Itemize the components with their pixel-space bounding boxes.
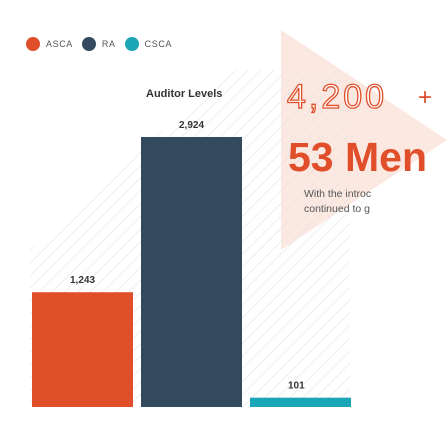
bars-layer xyxy=(32,137,351,407)
plus-sign: + xyxy=(418,84,433,111)
value-label-csca: 101 xyxy=(288,381,305,392)
legend: ASCA RA CSCA xyxy=(26,37,181,51)
value-label-asca: 1,243 xyxy=(70,275,95,286)
value-label-ra: 2,924 xyxy=(179,120,204,131)
members-number: 53 xyxy=(288,134,334,180)
chart-title: Auditor Levels xyxy=(146,88,223,100)
bar-asca xyxy=(32,292,133,407)
intro-line-2: continued to g xyxy=(304,203,370,215)
members-heading: 53 Men xyxy=(288,134,427,181)
bar-ra xyxy=(141,137,242,407)
members-word: Men xyxy=(345,134,428,180)
intro-text: With the introc continued to g xyxy=(304,187,447,217)
bar-csca xyxy=(250,397,351,407)
auditor-count: 4,200 xyxy=(286,77,388,116)
legend-item-ra[interactable]: RA xyxy=(81,37,116,51)
legend-label: ASCA xyxy=(46,39,73,49)
value-labels-layer: 1,243 2,924 101 xyxy=(70,120,305,392)
legend-item-csca[interactable]: CSCA xyxy=(124,37,173,51)
legend-item-asca[interactable]: ASCA xyxy=(26,37,73,51)
intro-line-1: With the introc xyxy=(304,188,372,200)
legend-dot-icon xyxy=(26,37,40,51)
legend-dot-icon xyxy=(124,37,139,51)
legend-dot-icon xyxy=(81,37,96,51)
legend-label: CSCA xyxy=(144,39,173,49)
legend-label: RA xyxy=(101,39,116,49)
